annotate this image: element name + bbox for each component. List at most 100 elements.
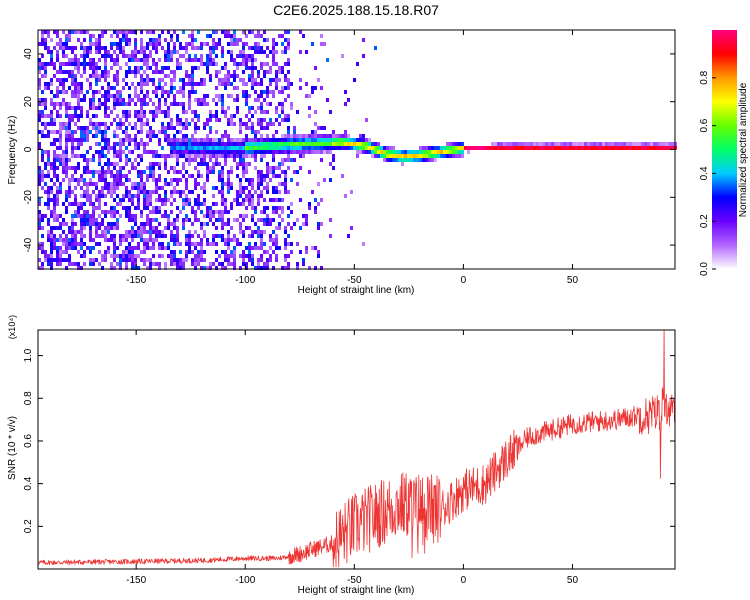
heatmap-cell — [350, 226, 353, 230]
heatmap-cell — [74, 246, 77, 250]
heatmap-cell — [206, 162, 209, 166]
heatmap-cell — [179, 154, 182, 158]
heatmap-cell — [230, 250, 233, 254]
heatmap-cell — [314, 206, 317, 210]
heatmap-cell — [200, 78, 203, 82]
heatmap-cell — [125, 178, 128, 182]
heatmap-cell — [83, 38, 86, 42]
heatmap-cell — [41, 134, 44, 138]
heatmap-cell — [68, 74, 71, 78]
heatmap-cell — [101, 170, 104, 174]
heatmap-cell — [125, 174, 128, 178]
heatmap-cell — [65, 138, 68, 142]
heatmap-cell — [362, 150, 365, 154]
heatmap-cell — [497, 142, 500, 146]
heatmap-cell — [263, 206, 266, 210]
heatmap-cell — [224, 114, 227, 118]
heatmap-cell — [167, 222, 170, 226]
heatmap-cell — [245, 154, 248, 158]
heatmap-cell — [56, 58, 59, 62]
heatmap-cell — [272, 210, 275, 214]
heatmap-cell — [218, 78, 221, 82]
heatmap-cell — [248, 198, 251, 202]
heatmap-cell — [56, 110, 59, 114]
heatmap-cell — [65, 134, 68, 138]
heatmap-cell — [215, 86, 218, 90]
heatmap-cell — [71, 246, 74, 250]
heatmap-cell — [284, 78, 287, 82]
heatmap-cell — [164, 114, 167, 118]
heatmap-cell — [62, 46, 65, 50]
heatmap-cell — [134, 134, 137, 138]
heatmap-cell — [221, 190, 224, 194]
heatmap-cell — [260, 142, 263, 146]
heatmap-cell — [152, 118, 155, 122]
heatmap-cell — [221, 66, 224, 70]
heatmap-cell — [122, 122, 125, 126]
heatmap-cell — [287, 254, 290, 258]
heatmap-cell — [50, 162, 53, 166]
heatmap-cell — [140, 78, 143, 82]
heatmap-cell — [146, 142, 149, 146]
heatmap-cell — [269, 70, 272, 74]
heatmap-cell — [311, 246, 314, 250]
heatmap-cell — [257, 42, 260, 46]
heatmap-cell — [305, 134, 308, 138]
heatmap-cell — [92, 210, 95, 214]
heatmap-cell — [140, 158, 143, 162]
heatmap-cell — [221, 238, 224, 242]
heatmap-cell — [65, 238, 68, 242]
heatmap-cell — [446, 150, 449, 154]
heatmap-cell — [86, 162, 89, 166]
heatmap-cell — [245, 162, 248, 166]
heatmap-cell — [224, 210, 227, 214]
heatmap-cell — [308, 150, 311, 154]
heatmap-cell — [224, 242, 227, 246]
heatmap-cell — [68, 178, 71, 182]
heatmap-cell — [41, 62, 44, 66]
heatmap-cell — [119, 98, 122, 102]
heatmap-cell — [317, 150, 320, 154]
heatmap-cell — [236, 142, 239, 146]
heatmap-cell — [38, 242, 41, 246]
heatmap-cell — [62, 70, 65, 74]
heatmap-cell — [119, 154, 122, 158]
heatmap-cell — [71, 150, 74, 154]
heatmap-cell — [212, 186, 215, 190]
heatmap-cell — [236, 138, 239, 142]
heatmap-cell — [248, 178, 251, 182]
heatmap-cell — [239, 186, 242, 190]
heatmap-cell — [260, 102, 263, 106]
heatmap-cell — [50, 210, 53, 214]
heatmap-cell — [641, 142, 644, 146]
heatmap-cell — [290, 210, 293, 214]
heatmap-cell — [215, 250, 218, 254]
heatmap-cell — [380, 146, 383, 150]
heatmap-cell — [374, 154, 377, 158]
heatmap-cell — [179, 190, 182, 194]
heatmap-cell — [113, 102, 116, 106]
heatmap-cell — [266, 182, 269, 186]
heatmap-cell — [167, 226, 170, 230]
heatmap-cell — [74, 262, 77, 266]
heatmap-cell — [44, 102, 47, 106]
heatmap-cell — [275, 110, 278, 114]
heatmap-cell — [62, 250, 65, 254]
heatmap-cell — [167, 66, 170, 70]
heatmap-cell — [323, 126, 326, 130]
heatmap-cell — [104, 146, 107, 150]
heatmap-cell — [146, 230, 149, 234]
heatmap-cell — [107, 182, 110, 186]
heatmap-cell — [170, 34, 173, 38]
heatmap-cell — [155, 178, 158, 182]
heatmap-cell — [89, 86, 92, 90]
heatmap-cell — [113, 30, 116, 34]
heatmap-cell — [140, 58, 143, 62]
heatmap-cell — [260, 110, 263, 114]
heatmap-cell — [41, 98, 44, 102]
heatmap-cell — [77, 166, 80, 170]
heatmap-cell — [455, 142, 458, 146]
heatmap-cell — [113, 142, 116, 146]
heatmap-cell — [167, 246, 170, 250]
heatmap-cell — [284, 174, 287, 178]
